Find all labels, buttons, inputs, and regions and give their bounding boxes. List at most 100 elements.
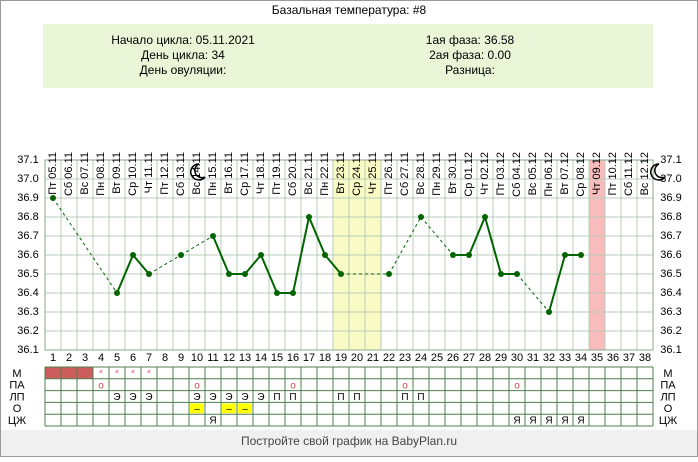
cell-text: o	[514, 380, 520, 391]
info-text: 1ая фаза: 36.58	[426, 33, 515, 47]
x-tick-label: 13	[239, 352, 251, 364]
filled-cell	[77, 367, 93, 379]
row-label: ЛП	[9, 391, 24, 403]
line-segment	[484, 216, 502, 275]
x-tick-label: 37	[623, 352, 635, 364]
info-text: День овуляции:	[140, 63, 227, 77]
y-tick-label: 36.7	[660, 230, 681, 242]
data-point	[466, 252, 472, 258]
row-label: О	[13, 403, 22, 415]
x-tick-label: 19	[335, 352, 347, 364]
date-label: Сб 06.11	[63, 152, 75, 196]
date-label: Ср 10.11	[127, 152, 139, 196]
data-point	[498, 271, 504, 277]
line-segment	[116, 254, 134, 294]
y-tick-label: 36.5	[660, 268, 681, 280]
x-tick-label: 27	[463, 352, 475, 364]
date-label: Чт 25.11	[367, 152, 379, 194]
x-tick-label: 10	[191, 352, 203, 364]
y-tick-label: 37.1	[660, 154, 681, 166]
data-point	[482, 214, 488, 220]
y-tick-label: 36.2	[17, 325, 38, 337]
date-label: Сб 04.12	[511, 152, 523, 197]
data-point	[258, 252, 264, 258]
cell-text: Я	[545, 416, 552, 427]
x-tick-label: 20	[351, 352, 363, 364]
data-point	[290, 290, 296, 296]
x-tick-label: 7	[146, 352, 152, 364]
y-tick-label: 36.8	[17, 211, 38, 223]
cell-text: Я	[513, 416, 520, 427]
x-tick-label: 3	[82, 352, 88, 364]
cell-text: *	[131, 369, 135, 380]
x-tick-label: 21	[367, 352, 379, 364]
x-tick-label: 17	[303, 352, 315, 364]
date-label: Вс 12.12	[639, 152, 651, 195]
line-segment	[244, 254, 262, 275]
cell-text: –	[226, 404, 232, 415]
cell-text: Я	[209, 416, 216, 427]
line-segment	[52, 197, 118, 294]
cell-text: П	[337, 392, 344, 403]
cell-text: Э	[241, 392, 248, 403]
data-point	[146, 271, 152, 277]
cell-text: o	[194, 380, 200, 391]
date-label: Чт 18.11	[255, 152, 267, 194]
x-tick-label: 6	[130, 352, 136, 364]
y-tick-label: 37.0	[660, 173, 681, 185]
x-tick-label: 36	[607, 352, 619, 364]
cell-text: Я	[561, 416, 568, 427]
date-label: Вс 05.12	[527, 152, 539, 195]
y-tick-label: 37.1	[17, 154, 38, 166]
cell-text: Я	[529, 416, 536, 427]
date-label: Сб 27.11	[399, 152, 411, 196]
data-point	[338, 271, 344, 277]
y-tick-label: 36.6	[17, 249, 38, 261]
row-label: ЦЖ	[8, 415, 26, 427]
footer: Постройте свой график на BabyPlan.ru	[241, 434, 457, 448]
data-point	[50, 195, 56, 201]
data-point	[562, 252, 568, 258]
y-tick-label: 36.2	[660, 325, 681, 337]
line-segment	[324, 254, 342, 275]
cell-text: o	[290, 380, 296, 391]
line-segment	[212, 235, 230, 275]
line-segment	[180, 235, 214, 256]
date-label: Чт 09.12	[591, 152, 603, 195]
x-tick-label: 30	[511, 352, 523, 364]
cell-text: *	[99, 369, 103, 380]
date-label: Вт 23.11	[335, 152, 347, 194]
date-label: Пт 26.11	[383, 152, 395, 195]
row-label: ПА	[9, 380, 25, 392]
x-tick-label: 25	[431, 352, 443, 364]
data-point	[418, 214, 424, 220]
y-tick-label: 36.6	[660, 249, 681, 261]
line-segment	[420, 216, 454, 256]
x-tick-label: 26	[447, 352, 459, 364]
row-label: М	[663, 368, 672, 380]
x-tick-label: 35	[591, 352, 603, 364]
y-tick-label: 36.8	[660, 211, 681, 223]
x-tick-label: 14	[255, 352, 267, 364]
cell-text: П	[353, 392, 360, 403]
date-label: Ср 17.11	[239, 152, 251, 196]
footer-bg	[1, 430, 697, 456]
marked-cell	[222, 403, 236, 414]
info-box	[43, 24, 653, 88]
x-tick-label: 28	[479, 352, 491, 364]
date-label: Чт 11.11	[143, 152, 155, 193]
row-label: О	[664, 403, 673, 415]
cell-text: Э	[193, 392, 200, 403]
data-point	[514, 271, 520, 277]
data-point	[546, 309, 552, 315]
date-label: Пн 08.11	[95, 152, 107, 196]
x-tick-label: 9	[178, 352, 184, 364]
date-label: Пт 03.12	[495, 152, 507, 196]
x-tick-label: 18	[319, 352, 331, 364]
info-text: Разница:	[445, 63, 495, 77]
x-tick-label: 5	[114, 352, 120, 364]
y-tick-label: 36.7	[17, 230, 38, 242]
date-label: Чт 02.12	[479, 152, 491, 195]
date-label: Пн 06.12	[543, 152, 555, 197]
